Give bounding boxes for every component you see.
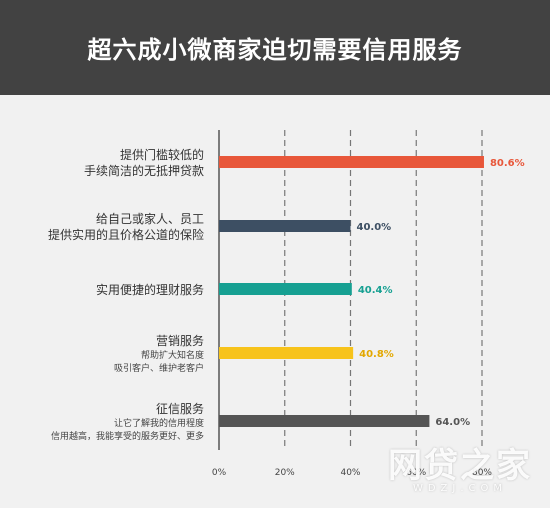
tick-label-40: 40% [340, 468, 360, 478]
category-label-2-line-1: 给自己或家人、员工 [96, 211, 204, 226]
tick-label-0: 0% [212, 468, 227, 478]
category-label-4-line-1: 营销服务 [156, 333, 204, 348]
category-label-1-line-2: 手续简洁的无抵押贷款 [84, 163, 204, 178]
category-label-1-line-1: 提供门槛较低的 [120, 147, 204, 162]
value-label-5: 64.0% [435, 417, 470, 428]
page-title: 超六成小微商家迫切需要信用服务 [87, 36, 463, 64]
category-label-4-line-3: 吸引客户、维护老客户 [114, 362, 204, 374]
value-label-1: 80.6% [490, 158, 525, 169]
bar-3 [219, 283, 352, 295]
category-label-4-line-2: 帮助扩大知名度 [141, 349, 204, 361]
tick-label-60: 60% [406, 468, 426, 478]
category-label-5-line-2: 让它了解我的信用程度 [114, 417, 204, 429]
category-label-5-line-1: 征信服务 [156, 401, 204, 416]
watermark-logo-text: 网贷之家 [388, 446, 532, 486]
value-label-2: 40.0% [357, 222, 392, 233]
header: 超六成小微商家迫切需要信用服务 [0, 0, 550, 95]
watermark-site-text: WDZJ.COM [412, 483, 508, 494]
bar-1 [219, 156, 484, 168]
category-label-5-line-3: 信用越高，我能享受的服务更好、更多 [51, 430, 204, 442]
bar-2 [219, 220, 351, 232]
tick-label-80: 80% [472, 468, 492, 478]
bar-4 [219, 347, 354, 359]
value-label-3: 40.4% [358, 285, 393, 296]
category-label-2-line-2: 提供实用的且价格公道的保险 [48, 227, 204, 242]
watermark: 网贷之家 WDZJ.COM [388, 438, 532, 494]
tick-label-20: 20% [275, 468, 295, 478]
category-label-3-line-1: 实用便捷的理财服务 [96, 282, 204, 297]
value-label-4: 40.8% [359, 349, 394, 360]
bar-5 [219, 415, 430, 427]
